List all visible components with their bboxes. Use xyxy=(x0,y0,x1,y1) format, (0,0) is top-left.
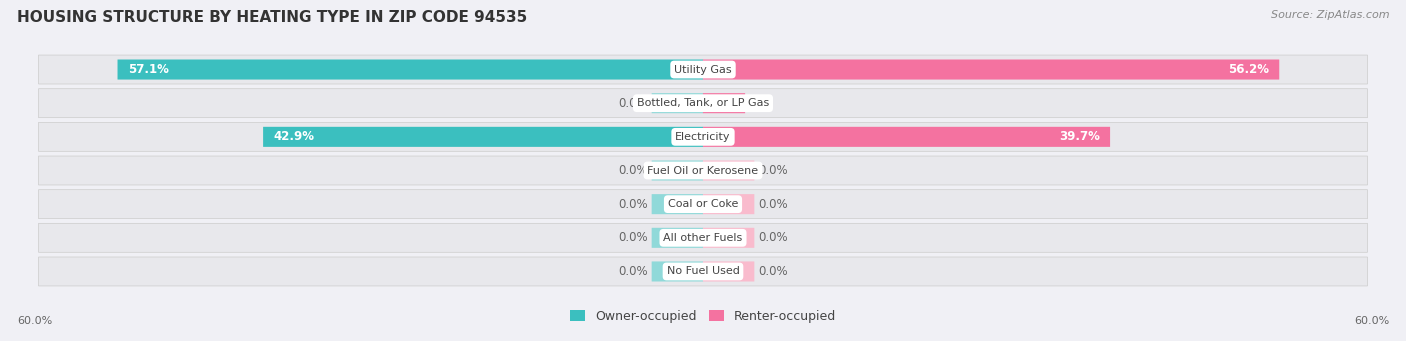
Text: 57.1%: 57.1% xyxy=(128,63,169,76)
FancyBboxPatch shape xyxy=(38,89,1368,118)
Text: 60.0%: 60.0% xyxy=(1354,316,1389,326)
Text: Bottled, Tank, or LP Gas: Bottled, Tank, or LP Gas xyxy=(637,98,769,108)
FancyBboxPatch shape xyxy=(651,93,703,113)
Text: Coal or Coke: Coal or Coke xyxy=(668,199,738,209)
Text: All other Fuels: All other Fuels xyxy=(664,233,742,243)
Text: 39.7%: 39.7% xyxy=(1059,130,1099,143)
Text: 0.0%: 0.0% xyxy=(758,265,787,278)
FancyBboxPatch shape xyxy=(651,262,703,282)
Text: 0.0%: 0.0% xyxy=(619,97,648,110)
Text: 0.0%: 0.0% xyxy=(619,164,648,177)
FancyBboxPatch shape xyxy=(651,161,703,180)
FancyBboxPatch shape xyxy=(38,122,1368,151)
FancyBboxPatch shape xyxy=(118,59,703,79)
Text: 0.0%: 0.0% xyxy=(758,231,787,244)
FancyBboxPatch shape xyxy=(703,228,755,248)
Text: 60.0%: 60.0% xyxy=(17,316,52,326)
Text: 0.0%: 0.0% xyxy=(619,265,648,278)
FancyBboxPatch shape xyxy=(38,55,1368,84)
Text: 0.0%: 0.0% xyxy=(758,198,787,211)
FancyBboxPatch shape xyxy=(703,161,755,180)
FancyBboxPatch shape xyxy=(651,228,703,248)
FancyBboxPatch shape xyxy=(38,257,1368,286)
Legend: Owner-occupied, Renter-occupied: Owner-occupied, Renter-occupied xyxy=(565,305,841,327)
FancyBboxPatch shape xyxy=(651,194,703,214)
Text: 0.0%: 0.0% xyxy=(619,231,648,244)
Text: Fuel Oil or Kerosene: Fuel Oil or Kerosene xyxy=(647,165,759,176)
FancyBboxPatch shape xyxy=(703,194,755,214)
FancyBboxPatch shape xyxy=(703,93,745,113)
FancyBboxPatch shape xyxy=(703,59,1279,79)
Text: 0.0%: 0.0% xyxy=(758,164,787,177)
Text: Electricity: Electricity xyxy=(675,132,731,142)
Text: 56.2%: 56.2% xyxy=(1227,63,1268,76)
FancyBboxPatch shape xyxy=(38,190,1368,219)
Text: Source: ZipAtlas.com: Source: ZipAtlas.com xyxy=(1271,10,1389,20)
FancyBboxPatch shape xyxy=(38,223,1368,252)
Text: 4.1%: 4.1% xyxy=(702,97,735,110)
Text: 0.0%: 0.0% xyxy=(619,198,648,211)
FancyBboxPatch shape xyxy=(38,156,1368,185)
Text: Utility Gas: Utility Gas xyxy=(675,64,731,75)
FancyBboxPatch shape xyxy=(263,127,703,147)
Text: No Fuel Used: No Fuel Used xyxy=(666,266,740,277)
FancyBboxPatch shape xyxy=(703,262,755,282)
Text: 42.9%: 42.9% xyxy=(273,130,315,143)
Text: HOUSING STRUCTURE BY HEATING TYPE IN ZIP CODE 94535: HOUSING STRUCTURE BY HEATING TYPE IN ZIP… xyxy=(17,10,527,25)
FancyBboxPatch shape xyxy=(703,127,1111,147)
